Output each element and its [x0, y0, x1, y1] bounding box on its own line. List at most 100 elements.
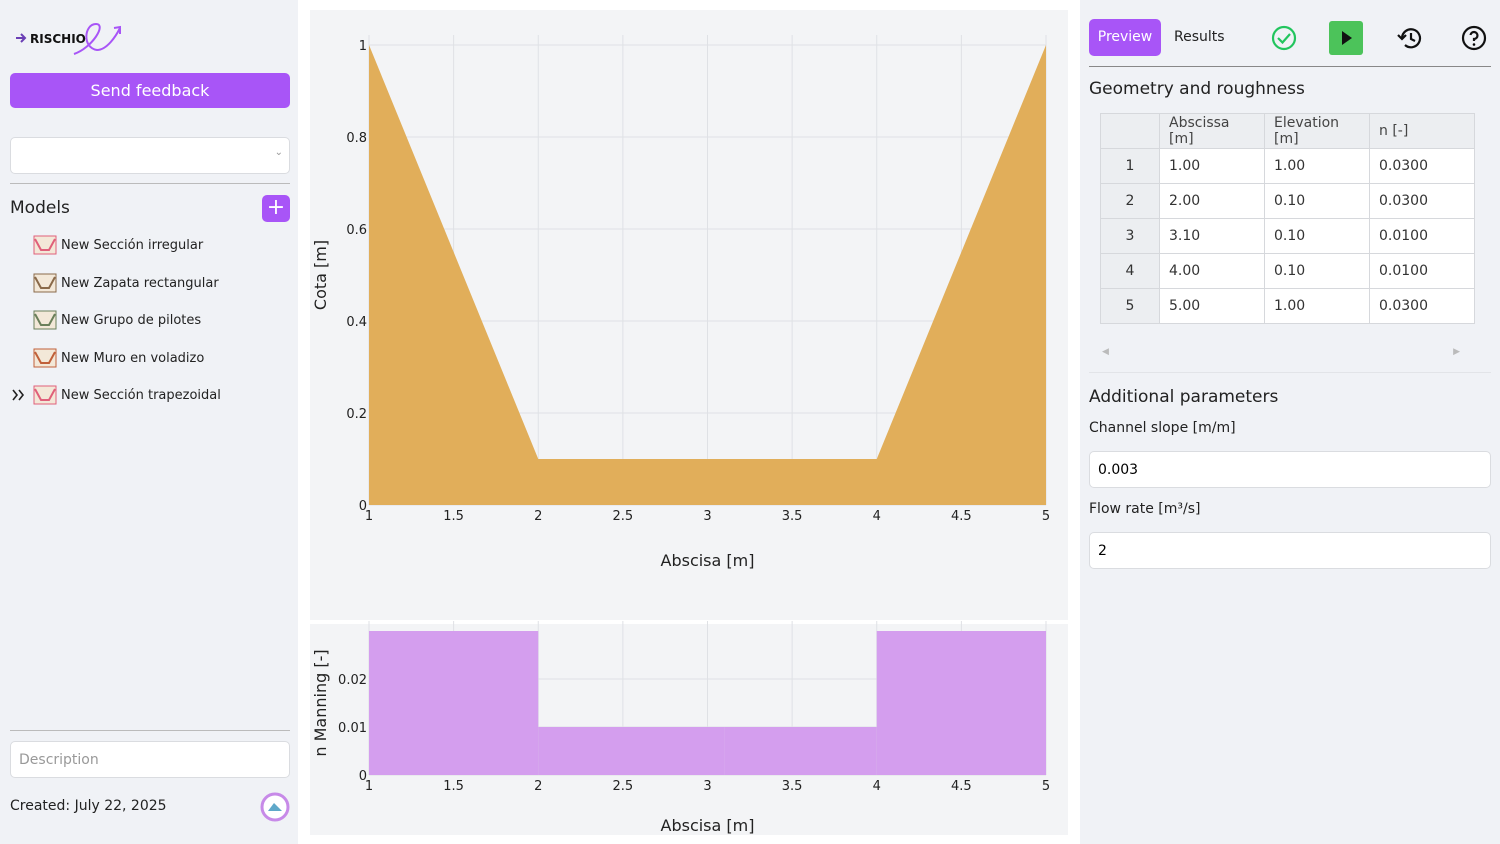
x-tick-label: 4 — [873, 779, 881, 794]
model-item[interactable]: New Zapata rectangular — [0, 266, 298, 300]
table-cell: 4 — [1100, 253, 1160, 289]
area — [369, 45, 1046, 505]
avatar[interactable] — [260, 792, 290, 822]
header-cell — [1100, 113, 1160, 149]
x-tick-label: 1.5 — [443, 779, 464, 794]
divider — [10, 183, 290, 184]
step-bar — [538, 727, 725, 775]
icon-shape — [34, 351, 56, 364]
table-cell[interactable]: 0.0300 — [1369, 288, 1475, 324]
y-tick-label: 0 — [359, 769, 367, 784]
table-cell: 1 — [1100, 148, 1160, 184]
active-marker — [12, 389, 25, 401]
step-bar — [369, 631, 539, 775]
table-cell[interactable]: 3.10 — [1159, 218, 1265, 254]
help-icon[interactable] — [1460, 24, 1488, 52]
step-bar — [876, 631, 1046, 775]
icon-shape — [33, 348, 57, 367]
y-tick-label: 1 — [359, 39, 367, 54]
model-icon — [33, 235, 57, 255]
header-cell: Abscissa [m] — [1159, 113, 1265, 149]
table-cell[interactable]: 0.10 — [1264, 183, 1370, 219]
scrollbar[interactable]: ◀ ▶ — [1102, 347, 1460, 357]
icon-shape — [33, 273, 57, 292]
right-panel: Preview Results Geometry and roughness A… — [1080, 0, 1500, 844]
table-header: Abscissa [m] Elevation [m] n [-] — [1100, 113, 1475, 149]
step-bar — [724, 727, 877, 775]
run-button[interactable] — [1328, 20, 1364, 56]
table-cell[interactable]: 0.10 — [1264, 218, 1370, 254]
model-name: New Sección trapezoidal — [61, 388, 221, 403]
x-tick-label: 3 — [703, 779, 711, 794]
x-tick-label: 2.5 — [613, 509, 634, 524]
x-tick-label: 3.5 — [782, 509, 803, 524]
x-tick-label: 4.5 — [951, 509, 972, 524]
charts: 1 1.5 2 2.5 3 3.5 4 4.5 5 0 0.2 0.4 0.6 0.8 1 Abscisa [… — [310, 10, 1068, 835]
feedback-button[interactable]: Send feedback — [10, 73, 290, 108]
tab[interactable]: Results — [1174, 29, 1225, 45]
model-item[interactable]: New Muro en voladizo — [0, 341, 298, 375]
table-cell[interactable]: 1.00 — [1264, 288, 1370, 324]
table-cell[interactable]: 4.00 — [1159, 253, 1265, 289]
section-title: Geometry and roughness — [1089, 79, 1305, 99]
field-label: Channel slope [m/m] — [1089, 420, 1236, 436]
slope-input[interactable]: 0.003 — [1089, 451, 1491, 488]
history-icon[interactable] — [1396, 24, 1424, 52]
header-cell: Elevation [m] — [1264, 113, 1370, 149]
table-cell: 5 — [1100, 288, 1160, 324]
field-label: Flow rate [m³/s] — [1089, 501, 1201, 517]
description-input[interactable]: Description — [10, 741, 290, 778]
x-tick-label: 4.5 — [951, 779, 972, 794]
logo: RISCHIO — [16, 22, 121, 55]
model-select[interactable]: ⌄ — [10, 137, 290, 174]
flow-input[interactable]: 2 — [1089, 532, 1491, 569]
y-tick-label: 0.01 — [338, 721, 367, 736]
y-tick-label: 0.4 — [346, 315, 367, 330]
model-name: New Zapata rectangular — [61, 275, 219, 291]
table-cell[interactable]: 2.00 — [1159, 183, 1265, 219]
y-tick-label: 0.2 — [346, 407, 367, 422]
table-cell[interactable]: 0.10 — [1264, 253, 1370, 289]
x-tick-label: 4 — [873, 509, 881, 524]
section-title: Additional parameters — [1089, 387, 1279, 407]
check-icon[interactable] — [1270, 24, 1298, 52]
tab[interactable]: Preview — [1089, 19, 1161, 56]
icon-shape — [34, 313, 56, 326]
add-model[interactable]: + — [262, 195, 290, 222]
table-cell[interactable]: 1.00 — [1264, 148, 1370, 184]
table-cell[interactable]: 0.0100 — [1369, 218, 1475, 254]
table-cell[interactable]: 5.00 — [1159, 288, 1265, 324]
icon-shape — [33, 235, 57, 255]
y-tick-label: 0.02 — [338, 673, 367, 688]
y-tick-label: 0.6 — [346, 223, 367, 238]
table-row: 3 3.10 0.10 0.0100 — [1100, 218, 1475, 254]
model-item[interactable]: New Grupo de pilotes — [0, 303, 298, 337]
table-cell[interactable]: 1.00 — [1159, 148, 1265, 184]
x-tick-label: 1 — [365, 779, 373, 794]
model-item[interactable]: New Sección irregular — [0, 228, 298, 262]
table-cell[interactable]: 0.0100 — [1369, 253, 1475, 289]
x-tick-label: 3.5 — [782, 779, 803, 794]
icon-shape — [34, 388, 56, 401]
x-tick-label: 5 — [1042, 509, 1050, 524]
table-cell[interactable]: 0.0300 — [1369, 183, 1475, 219]
table-row: 2 2.00 0.10 0.0300 — [1100, 183, 1475, 219]
model-item[interactable]: New Sección trapezoidal — [0, 378, 298, 412]
models-title: Models — [10, 198, 70, 218]
divider — [10, 730, 290, 731]
x-axis-label: Abscisa [m] — [661, 551, 755, 570]
table-row: 5 5.00 1.00 0.0300 — [1100, 288, 1475, 324]
x-tick-label: 1 — [365, 509, 373, 524]
y-axis-label: Cota [m] — [311, 240, 330, 310]
geometry-table: Abscissa [m] Elevation [m] n [-] 1 1.00 1.00 0… — [1100, 113, 1475, 324]
x-tick-label: 5 — [1042, 779, 1050, 794]
x-axis-label: Abscisa [m] — [661, 816, 755, 835]
model-icon — [33, 348, 57, 367]
header-cell: n [-] — [1369, 113, 1475, 149]
model-icon — [33, 310, 57, 330]
model-name: New Sección irregular — [61, 238, 204, 253]
table-cell[interactable]: 0.0300 — [1369, 148, 1475, 184]
model-icon — [33, 385, 57, 405]
sidebar: RISCHIO Send feedback ⌄ Models + New Sec… — [0, 0, 298, 844]
